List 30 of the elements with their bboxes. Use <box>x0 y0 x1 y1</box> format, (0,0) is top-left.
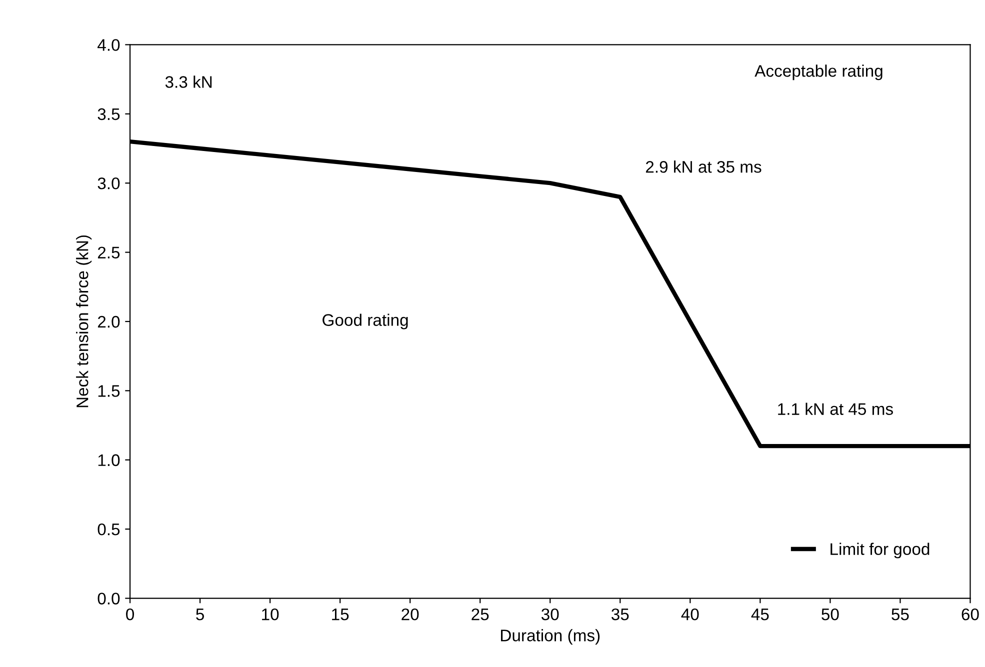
x-tick-label: 45 <box>751 608 769 620</box>
annotation: 1.1 kN at 45 ms <box>778 402 893 415</box>
x-tick-label: 0 <box>126 608 134 620</box>
y-tick-label: 1.5 <box>98 385 120 397</box>
annotation: 3.3 kN <box>165 76 212 88</box>
x-tick-label: 25 <box>472 608 489 620</box>
y-axis-title: Neck tension force (kN) <box>76 235 92 408</box>
annotation: 2.9 kN at 35 ms <box>646 160 762 173</box>
y-tick-label: 0.5 <box>98 524 120 536</box>
annotation: Acceptable rating <box>754 64 882 80</box>
y-tick-label: 3.5 <box>98 108 120 120</box>
x-tick-label: 15 <box>332 608 349 620</box>
x-tick-label: 35 <box>612 608 629 620</box>
x-tick-label: 60 <box>962 608 979 620</box>
y-tick-label: 0.0 <box>98 592 120 604</box>
x-tick-label: 5 <box>196 608 204 620</box>
legend-label: Limit for good <box>830 542 930 558</box>
y-tick-label: 1.0 <box>98 454 120 466</box>
y-tick-label: 4.0 <box>98 39 120 51</box>
x-axis-title: Duration (ms) <box>501 629 600 645</box>
annotation: Good rating <box>322 314 408 330</box>
x-tick-label: 40 <box>681 608 699 620</box>
y-tick-label: 2.0 <box>98 316 120 328</box>
x-tick-label: 20 <box>402 608 419 620</box>
x-tick-label: 50 <box>822 608 839 620</box>
x-tick-label: 10 <box>262 608 279 620</box>
x-tick-label: 55 <box>892 608 909 620</box>
y-tick-label: 3.0 <box>98 177 120 190</box>
x-tick-label: 30 <box>541 608 559 620</box>
y-tick-label: 2.5 <box>98 246 120 258</box>
